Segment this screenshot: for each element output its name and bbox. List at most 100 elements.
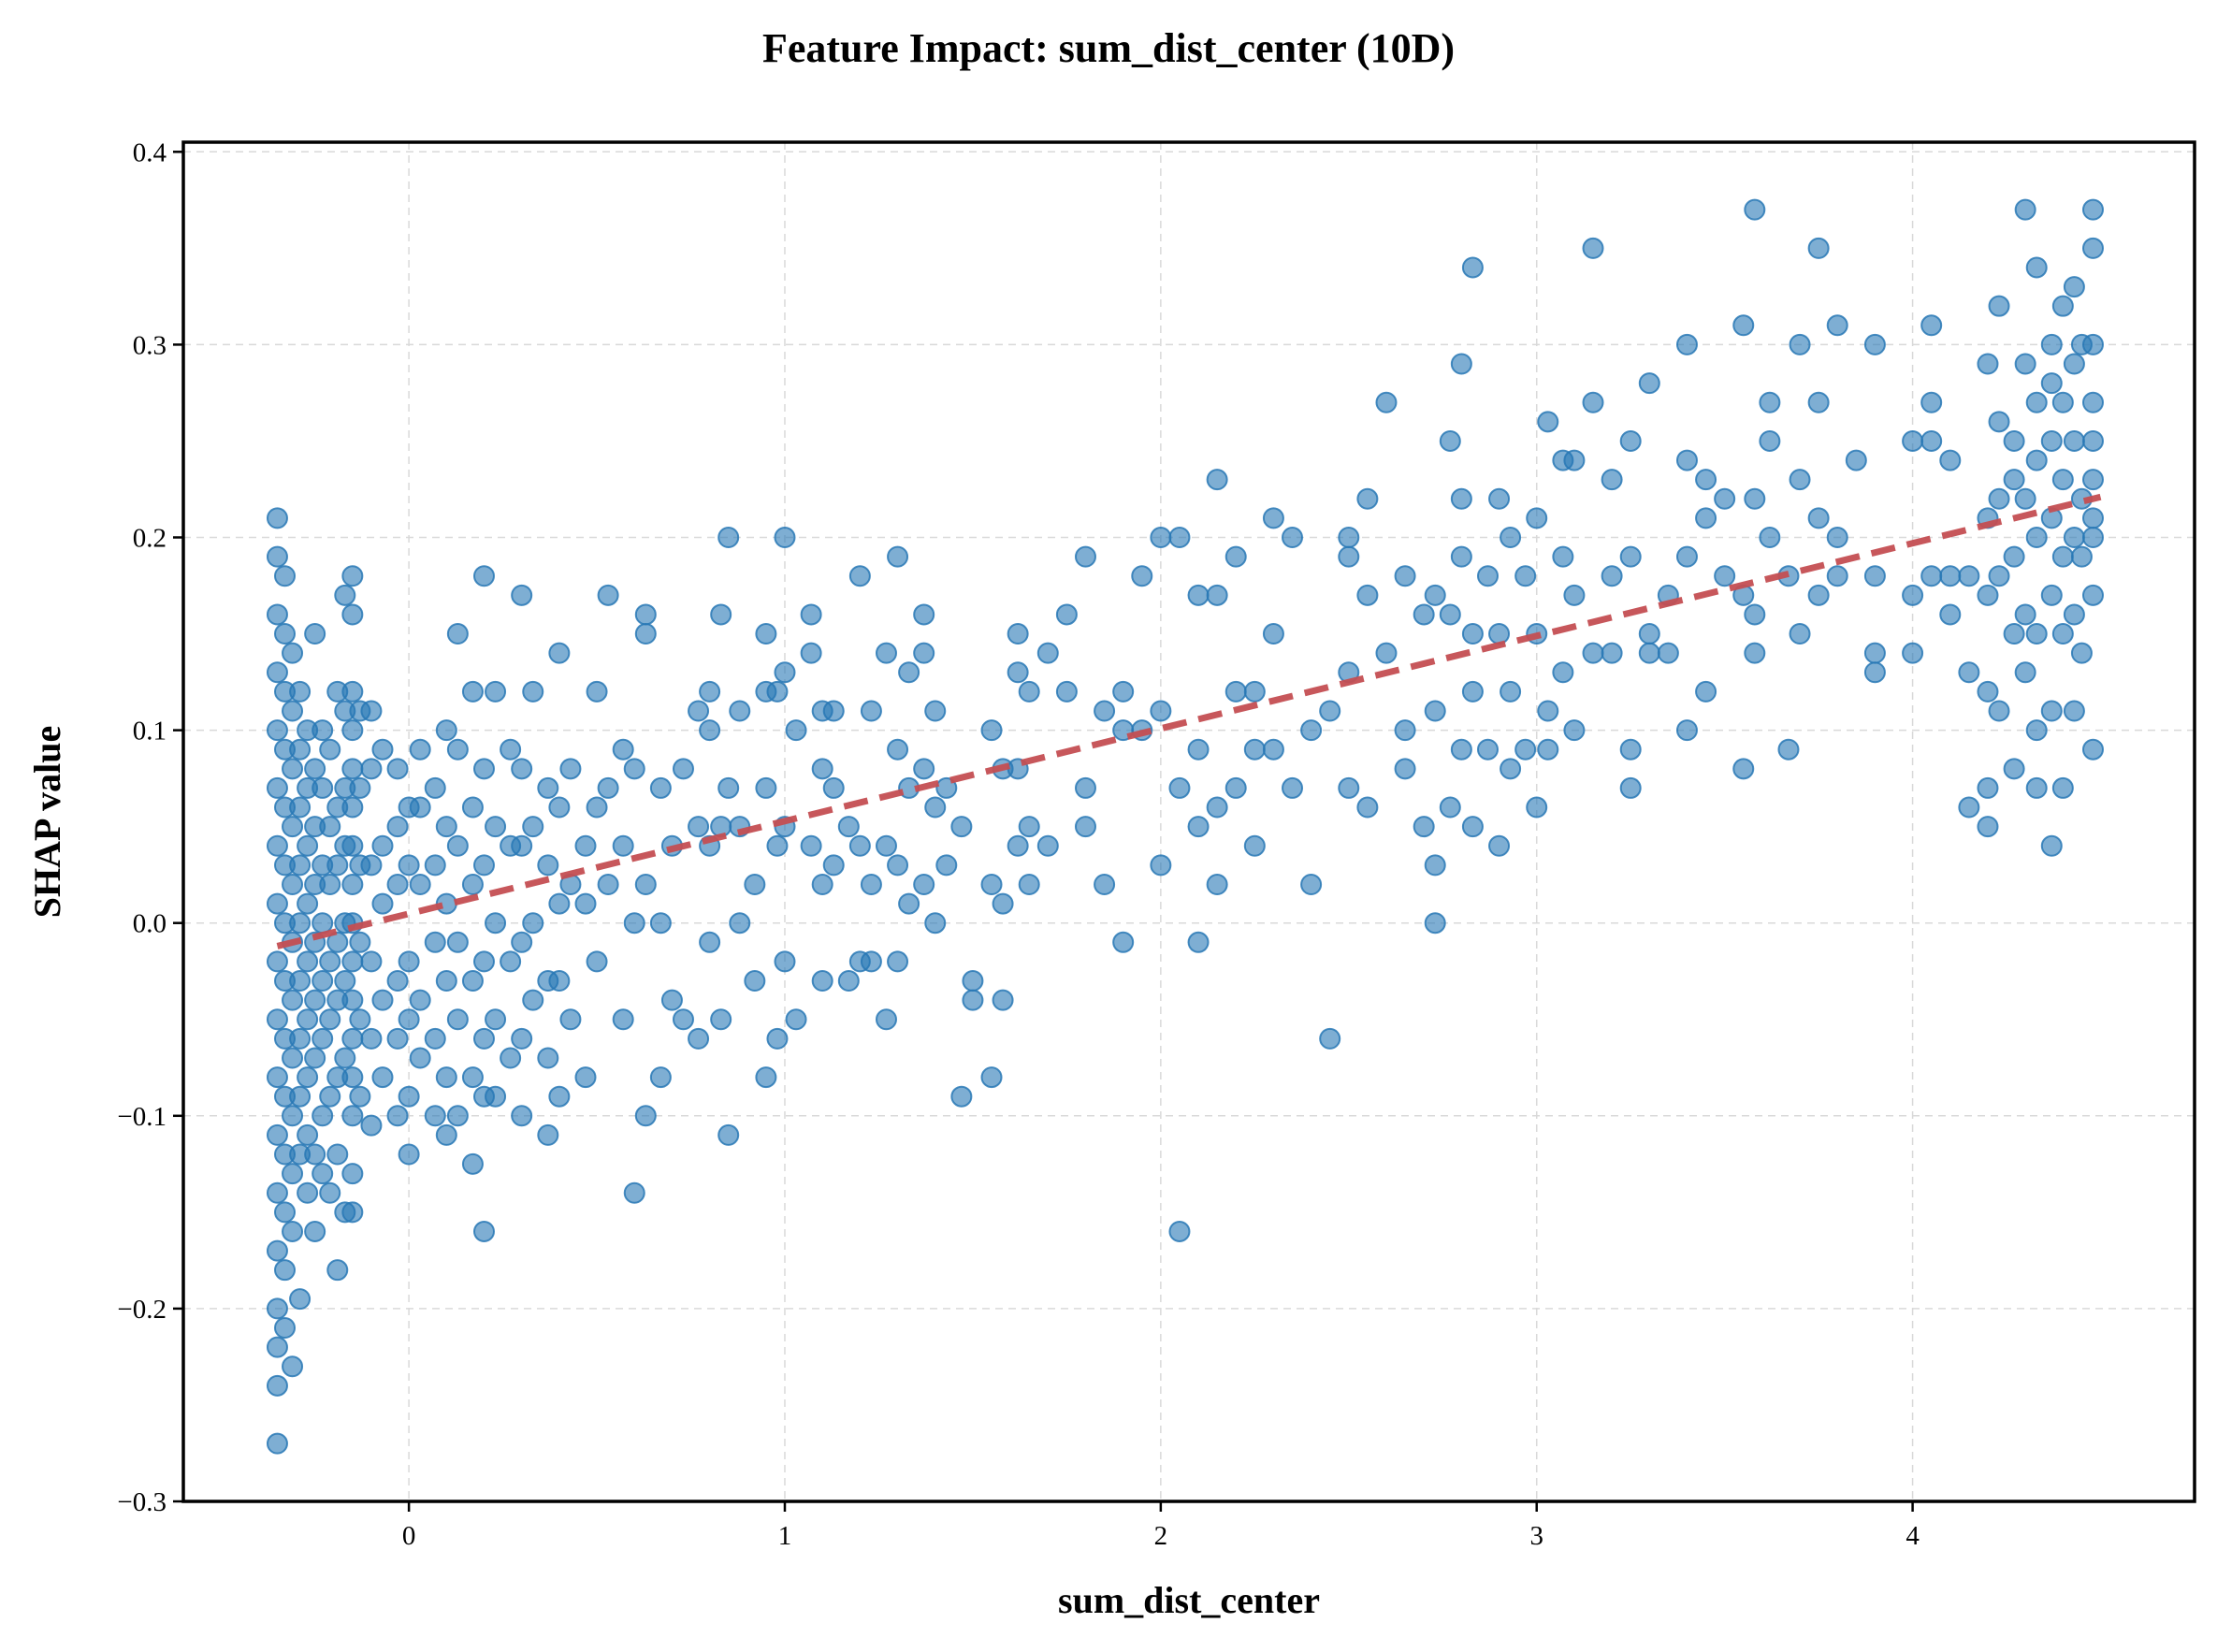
data-point: [2014, 603, 2036, 626]
data-point: [597, 873, 619, 895]
data-point: [312, 1163, 334, 1185]
x-tick-label: 4: [1905, 1521, 1920, 1551]
data-point: [334, 1047, 356, 1069]
data-point: [349, 1008, 371, 1031]
data-point: [992, 892, 1014, 915]
data-point: [304, 1143, 326, 1166]
data-point: [634, 603, 657, 626]
data-point: [360, 1114, 383, 1137]
data-point: [800, 834, 822, 857]
data-point: [326, 931, 349, 953]
data-point: [1187, 816, 1210, 838]
data-point: [1777, 738, 1800, 761]
data-point: [634, 1105, 657, 1127]
data-point: [326, 1143, 349, 1166]
data-point: [2051, 545, 2074, 568]
data-point: [1262, 623, 1284, 645]
data-point: [548, 892, 571, 915]
y-tick-label: 0.1: [133, 717, 167, 746]
data-point: [2051, 391, 2074, 413]
data-point: [574, 834, 597, 857]
data-point: [1488, 623, 1511, 645]
data-point: [1514, 565, 1537, 587]
data-point: [1920, 565, 1943, 587]
data-point: [274, 1201, 297, 1224]
data-point: [1424, 584, 1446, 606]
data-point: [623, 758, 645, 780]
data-point: [1112, 680, 1135, 703]
data-point: [1224, 545, 1247, 568]
data-point: [2081, 469, 2104, 491]
data-point: [649, 1066, 672, 1089]
data-point: [1977, 584, 1999, 606]
data-point: [1744, 603, 1766, 626]
data-point: [744, 873, 766, 895]
data-point: [511, 1105, 533, 1127]
data-point: [1977, 776, 1999, 799]
data-point: [1224, 680, 1247, 703]
data-point: [1187, 584, 1210, 606]
data-point: [537, 776, 559, 799]
data-point: [500, 738, 522, 761]
data-point: [848, 834, 871, 857]
data-point: [623, 1181, 645, 1204]
data-point: [341, 796, 364, 819]
data-point: [924, 912, 947, 935]
data-point: [1675, 545, 1698, 568]
data-point: [266, 719, 288, 742]
data-point: [341, 950, 364, 973]
data-point: [1413, 816, 1435, 838]
data-point: [1300, 719, 1323, 742]
data-point: [409, 989, 431, 1011]
data-point: [289, 738, 312, 761]
data-point: [386, 1027, 409, 1050]
data-point: [435, 970, 457, 993]
data-point: [2051, 776, 2074, 799]
y-tick-label: 0.3: [133, 330, 167, 360]
data-point: [485, 816, 507, 838]
data-point: [744, 970, 766, 993]
data-point: [1958, 796, 1980, 819]
data-point: [950, 816, 973, 838]
data-point: [1601, 469, 1623, 491]
data-point: [1563, 449, 1586, 471]
data-point: [1958, 565, 1980, 587]
data-point: [386, 816, 409, 838]
data-point: [371, 738, 394, 761]
data-point: [672, 1008, 694, 1031]
data-point: [409, 796, 431, 819]
gridlines: [183, 142, 2195, 1502]
data-point: [341, 1027, 364, 1050]
data-point: [2025, 256, 2048, 279]
data-point: [1488, 834, 1511, 857]
data-point: [962, 989, 984, 1011]
data-point: [2063, 700, 2085, 722]
data-point: [386, 873, 409, 895]
data-point: [1461, 256, 1484, 279]
data-point: [274, 623, 297, 645]
data-point: [1789, 469, 1811, 491]
data-point: [766, 680, 789, 703]
data-point: [1055, 603, 1078, 626]
data-point: [1476, 565, 1499, 587]
data-point: [446, 931, 469, 953]
data-point: [1695, 680, 1717, 703]
data-point: [774, 527, 796, 549]
data-point: [875, 834, 897, 857]
data-point: [266, 892, 288, 915]
data-point: [717, 776, 740, 799]
data-point: [1807, 507, 1830, 529]
data-point: [1424, 854, 1446, 877]
data-point: [950, 1085, 973, 1108]
data-point: [360, 700, 383, 722]
data-point: [360, 1027, 383, 1050]
data-point: [980, 719, 1003, 742]
data-point: [699, 931, 721, 953]
data-point: [1206, 873, 1228, 895]
data-point: [1036, 834, 1059, 857]
data-point: [472, 1220, 495, 1242]
data-point: [837, 970, 860, 993]
data-point: [266, 1297, 288, 1320]
data-point: [472, 565, 495, 587]
data-point: [289, 854, 312, 877]
